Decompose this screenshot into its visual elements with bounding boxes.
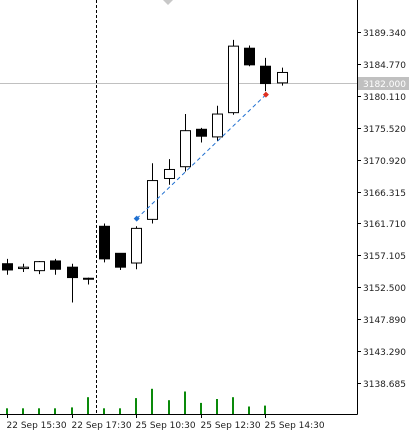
candle[interactable]	[147, 163, 158, 224]
y-tick-label: 3184.770	[363, 61, 406, 71]
candle-body-bearish	[50, 260, 61, 270]
candle-body-bearish	[67, 266, 78, 279]
time-axis[interactable]: 22 Sep 15:30 22 Sep 17:30 25 Sep 10:30 25 S…	[7, 414, 325, 431]
volume-bar	[103, 408, 105, 414]
volume-bar	[87, 397, 89, 414]
volume-bar	[264, 405, 266, 414]
sell-marker-icon[interactable]	[262, 91, 269, 98]
candle[interactable]	[50, 258, 61, 275]
y-tick-label: 3157.105	[363, 252, 406, 262]
candle[interactable]	[196, 127, 207, 143]
candle-body-bullish	[277, 71, 288, 84]
volume-histogram	[6, 388, 266, 414]
volume-bar	[54, 408, 56, 414]
volume-bar	[216, 399, 218, 414]
y-tick-label: 3161.710	[363, 220, 406, 230]
y-tick-label: 3166.315	[363, 189, 406, 199]
candle-body-bullish	[164, 168, 175, 179]
candle[interactable]	[244, 45, 255, 67]
x-tick-label: 22 Sep 17:30	[72, 421, 132, 431]
candle[interactable]	[277, 67, 288, 86]
current-price-label: 3182.000	[358, 77, 409, 90]
candle-body-bearish	[244, 47, 255, 66]
trendline-layer[interactable]	[133, 91, 269, 222]
volume-bar	[22, 408, 24, 414]
volume-bar	[38, 408, 40, 414]
x-tick-label: 22 Sep 15:30	[7, 421, 67, 431]
volume-bar	[71, 407, 73, 414]
y-tick-label: 3152.500	[363, 284, 406, 294]
trade-trendline[interactable]	[136, 94, 267, 220]
volume-bar	[232, 397, 234, 414]
candle-body-bearish	[196, 128, 207, 137]
candle-body-bullish	[147, 180, 158, 220]
candle-body-bullish	[180, 130, 191, 168]
volume-bar	[184, 391, 186, 414]
candle[interactable]	[99, 223, 110, 263]
y-tick-label: 3175.520	[363, 125, 406, 135]
volume-bar	[248, 406, 250, 414]
candle-body-bullish	[83, 277, 94, 280]
y-tick-label: 3170.920	[363, 157, 406, 167]
candle[interactable]	[115, 252, 126, 270]
candle[interactable]	[83, 277, 94, 285]
candle-body-bearish	[260, 65, 271, 85]
volume-bar	[135, 398, 137, 414]
candle-body-bearish	[115, 252, 126, 268]
volume-bar	[151, 388, 153, 414]
current-price-value: 3182.000	[363, 80, 406, 90]
chart-shift-triangle-icon[interactable]	[163, 0, 173, 5]
candle[interactable]	[180, 114, 191, 172]
x-tick-label: 25 Sep 14:30	[265, 421, 325, 431]
candle-body-bullish	[212, 113, 223, 138]
candlestick-series	[2, 39, 288, 303]
volume-bar	[200, 402, 202, 414]
candle[interactable]	[18, 263, 29, 273]
candle[interactable]	[67, 263, 78, 303]
y-tick-label: 3138.685	[363, 380, 406, 390]
candle-body-bearish	[2, 263, 13, 271]
y-tick-label: 3143.290	[363, 348, 406, 358]
candle[interactable]	[228, 39, 239, 115]
x-tick-label: 25 Sep 10:30	[136, 421, 196, 431]
candle[interactable]	[260, 57, 271, 92]
current-price-badge	[358, 77, 409, 90]
candle[interactable]	[164, 159, 175, 185]
y-tick-label: 3189.340	[363, 29, 406, 39]
candle[interactable]	[131, 226, 142, 270]
candle-body-bullish	[131, 227, 142, 264]
buy-marker-icon[interactable]	[133, 215, 140, 222]
candle[interactable]	[34, 260, 45, 275]
volume-bar	[119, 408, 121, 414]
y-tick-label: 3180.110	[363, 93, 406, 103]
x-tick-label: 25 Sep 12:30	[201, 421, 261, 431]
candle[interactable]	[212, 105, 223, 142]
candle-body-bullish	[34, 261, 45, 272]
candle[interactable]	[2, 258, 13, 275]
chart-axes	[0, 0, 358, 415]
price-axis[interactable]: 3189.340 3184.770 3180.110 3175.520 3170.920…	[357, 29, 406, 390]
volume-bar	[6, 408, 8, 414]
volume-bar	[168, 400, 170, 414]
candle-body-bullish	[228, 45, 239, 114]
candle-body-bearish	[99, 225, 110, 260]
candle-body-bullish	[18, 266, 29, 270]
y-tick-label: 3147.890	[363, 316, 406, 326]
